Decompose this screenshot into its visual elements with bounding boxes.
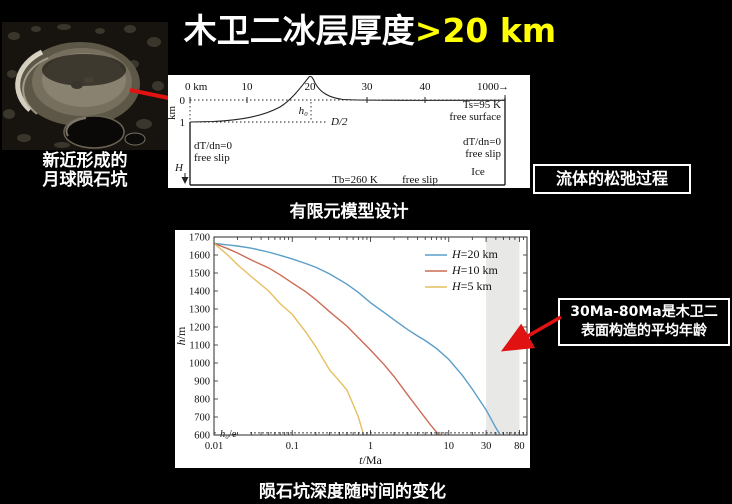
model-label-right-bc2: free slip <box>465 148 501 160</box>
y-tick-label: 1200 <box>189 323 210 334</box>
moon-caption: 新近形成的 月球陨石坑 <box>0 152 170 190</box>
y-tick-label: 800 <box>194 395 210 406</box>
y-tick-label: 1000 <box>189 359 210 370</box>
y-tick-label: 1700 <box>189 233 210 244</box>
model-xtick-30: 30 <box>362 81 374 93</box>
y-tick-label: 1400 <box>189 287 210 298</box>
crater-illustration <box>2 22 168 150</box>
chart-caption: 陨石坑深度随时间的变化 <box>259 482 446 502</box>
moon-crater-image <box>2 22 168 150</box>
model-label-right-bc1: dT/dn=0 <box>463 136 501 148</box>
y-tick-label: 1300 <box>189 305 210 316</box>
y-tick-label: 1500 <box>189 269 210 280</box>
model-label-tb: Tb=260 K <box>332 174 378 186</box>
page-title: 木卫二冰层厚度>20 km <box>140 4 600 52</box>
model-label-h0: h₀ <box>299 105 309 117</box>
chart-panel: h₀/e 0.01 0.1 1 10 30 80 600 700 800 900 1000 1100 12… <box>174 230 530 468</box>
y-tick-label: 700 <box>194 413 210 424</box>
chart-series-2 <box>213 242 365 436</box>
title-highlight: >20 km <box>414 11 557 50</box>
model-diagram: 0 km 10 20 30 40 1000 → 0 1 km h₀ D/2 Ts… <box>166 75 509 186</box>
age-callout-line1: 30Ma-80Ma是木卫二 <box>570 304 718 320</box>
legend-label-2: H=5 km <box>451 279 492 293</box>
x-tick-label: 80 <box>514 441 525 452</box>
model-label-ice: Ice <box>471 166 485 178</box>
legend-label-1: H=10 km <box>451 263 498 277</box>
model-diagram-panel: 0 km 10 20 30 40 1000 → 0 1 km h₀ D/2 Ts… <box>166 75 530 188</box>
model-xtick-10: 10 <box>242 81 254 93</box>
legend-label-0: H=20 km <box>451 247 498 261</box>
model-label-left-bc2: free slip <box>194 152 230 164</box>
x-tick-label: 0.1 <box>286 441 299 452</box>
moon-caption-line1: 新近形成的 <box>42 151 128 171</box>
crater-profile-curve <box>189 75 506 123</box>
model-ytick-0: 0 <box>180 95 186 107</box>
model-caption: 有限元模型设计 <box>289 202 409 222</box>
chart-series-0 <box>213 242 501 435</box>
model-label-free-surface: free surface <box>449 111 501 123</box>
x-tick-label: 0.01 <box>205 441 223 452</box>
y-tick-label: 1100 <box>189 341 210 352</box>
model-ytick-1: 1 <box>180 117 186 129</box>
relaxation-callout: 流体的松弛过程 <box>533 164 691 194</box>
model-xtick-20: 20 <box>305 81 317 93</box>
relaxation-chart: h₀/e0.01 0.1 1 10 30 80 600 700 800 900 1000 1100 12… <box>174 233 528 467</box>
age-callout: 30Ma-80Ma是木卫二 表面构造的平均年龄 <box>558 298 730 346</box>
age-callout-line2: 表面构造的平均年龄 <box>581 323 707 339</box>
model-label-d2: D/2 <box>330 116 348 128</box>
x-axis-label: t/Ma <box>359 453 382 467</box>
x-tick-label: 1 <box>368 441 373 452</box>
model-xtick-40: 40 <box>420 81 432 93</box>
model-xtick-1000: 1000 <box>477 81 500 93</box>
moon-caption-line2: 月球陨石坑 <box>42 170 128 190</box>
y-tick-label: 600 <box>194 431 210 442</box>
axis-break-arrow-icon: → <box>498 81 509 93</box>
model-label-bottom-slip: free slip <box>402 174 438 186</box>
chart-series-1 <box>213 242 440 436</box>
y-tick-label: 1600 <box>189 251 210 262</box>
title-main: 木卫二冰层厚度 <box>183 11 415 50</box>
model-y-unit: km <box>168 106 178 121</box>
model-label-left-bc1: dT/dn=0 <box>194 140 232 152</box>
model-label-ts: Ts=95 K <box>463 99 501 111</box>
y-tick-label: 900 <box>194 377 210 388</box>
x-tick-label: 10 <box>444 441 455 452</box>
model-label-H: H <box>174 162 184 174</box>
x-tick-label: 30 <box>481 441 492 452</box>
model-xtick-0: 0 km <box>185 81 208 93</box>
reference-line-label: h₀/e <box>220 429 237 440</box>
axis-ticks <box>213 236 527 436</box>
y-axis-label: h/m <box>175 326 188 345</box>
